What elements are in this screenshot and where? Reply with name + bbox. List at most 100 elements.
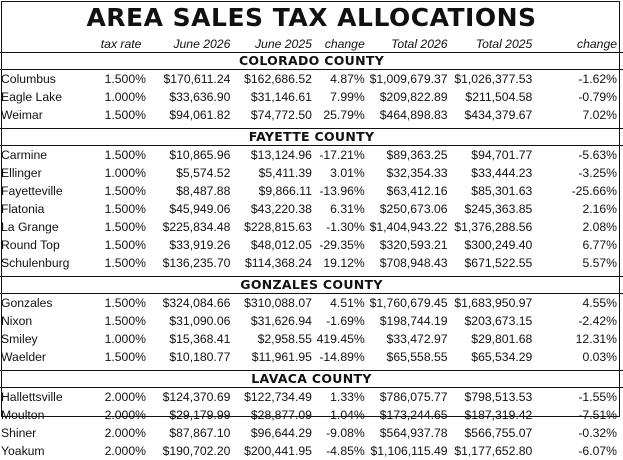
cell-change: 1.04%	[312, 406, 365, 424]
cell-change: 1.33%	[312, 388, 365, 407]
cell-total-2026: $1,009,679.37	[365, 70, 448, 89]
cell-june-2025: $43,220.38	[230, 200, 312, 218]
cell-city: Columbus	[0, 70, 90, 89]
cell-june-2026: $10,180.77	[146, 348, 230, 366]
cell-june-2026: $225,834.48	[146, 218, 230, 236]
cell-june-2025: $200,441.95	[230, 442, 312, 460]
cell-change: -13.96%	[312, 182, 365, 200]
cell-total-change: -6.07%	[532, 442, 623, 460]
cell-june-2025: $310,088.07	[230, 294, 312, 313]
cell-total-change: 2.08%	[532, 218, 623, 236]
cell-tax-rate: 1.000%	[90, 330, 146, 348]
page-title: AREA SALES TAX ALLOCATIONS	[0, 3, 623, 33]
cell-total-change: 2.16%	[532, 200, 623, 218]
cell-june-2025: $31,626.94	[230, 312, 312, 330]
cell-june-2025: $122,734.49	[230, 388, 312, 407]
cell-june-2025: $74,772.50	[230, 106, 312, 124]
cell-total-2026: $1,106,115.49	[365, 442, 448, 460]
cell-change: -29.35%	[312, 236, 365, 254]
cell-total-2025: $65,534.29	[448, 348, 533, 366]
sales-tax-table: tax rate June 2026 June 2025 change Tota…	[0, 36, 623, 460]
cell-june-2026: $324,084.66	[146, 294, 230, 313]
cell-change: 7.99%	[312, 88, 365, 106]
cell-total-2026: $63,412.16	[365, 182, 448, 200]
cell-city: Yoakum	[0, 442, 90, 460]
cell-city: Round Top	[0, 236, 90, 254]
cell-total-change: -7.51%	[532, 406, 623, 424]
cell-june-2026: $33,636.90	[146, 88, 230, 106]
cell-june-2025: $2,958.55	[230, 330, 312, 348]
cell-total-2026: $564,937.78	[365, 424, 448, 442]
cell-city: Waelder	[0, 348, 90, 366]
cell-city: Fayetteville	[0, 182, 90, 200]
cell-total-2026: $786,075.77	[365, 388, 448, 407]
cell-june-2026: $8,487.88	[146, 182, 230, 200]
county-name: GONZALES COUNTY	[0, 277, 623, 294]
cell-total-2026: $708,948.43	[365, 254, 448, 272]
cell-june-2025: $162,686.52	[230, 70, 312, 89]
cell-total-2025: $798,513.53	[448, 388, 533, 407]
cell-june-2025: $9,866.11	[230, 182, 312, 200]
cell-city: Schulenburg	[0, 254, 90, 272]
cell-june-2026: $87,867.10	[146, 424, 230, 442]
cell-total-2026: $89,363.25	[365, 146, 448, 165]
cell-june-2026: $45,949.06	[146, 200, 230, 218]
cell-total-2025: $1,683,950.97	[448, 294, 533, 313]
cell-total-2025: $1,177,652.80	[448, 442, 533, 460]
county-header-row: LAVACA COUNTY	[0, 371, 623, 388]
cell-june-2026: $31,090.06	[146, 312, 230, 330]
cell-total-change: -1.62%	[532, 70, 623, 89]
cell-total-change: -0.79%	[532, 88, 623, 106]
cell-total-2025: $434,379.67	[448, 106, 533, 124]
header-row: tax rate June 2026 June 2025 change Tota…	[0, 36, 623, 53]
cell-june-2025: $48,012.05	[230, 236, 312, 254]
cell-total-2025: $211,504.58	[448, 88, 533, 106]
cell-change: 4.51%	[312, 294, 365, 313]
cell-total-change: 4.55%	[532, 294, 623, 313]
col-header-total-2025: Total 2025	[448, 36, 533, 53]
cell-total-2025: $94,701.77	[448, 146, 533, 165]
cell-change: 419.45%	[312, 330, 365, 348]
cell-total-2025: $671,522.55	[448, 254, 533, 272]
cell-tax-rate: 2.000%	[90, 424, 146, 442]
cell-total-2025: $33,444.23	[448, 164, 533, 182]
cell-tax-rate: 1.500%	[90, 294, 146, 313]
county-header-row: FAYETTE COUNTY	[0, 129, 623, 146]
cell-change: 3.01%	[312, 164, 365, 182]
cell-city: Shiner	[0, 424, 90, 442]
cell-city: Weimar	[0, 106, 90, 124]
cell-total-change: 6.77%	[532, 236, 623, 254]
cell-tax-rate: 1.500%	[90, 182, 146, 200]
cell-june-2026: $10,865.96	[146, 146, 230, 165]
col-header-city	[0, 36, 90, 53]
cell-city: Ellinger	[0, 164, 90, 182]
cell-total-2026: $173,244.65	[365, 406, 448, 424]
cell-city: Eagle Lake	[0, 88, 90, 106]
cell-city: Nixon	[0, 312, 90, 330]
cell-change: -17.21%	[312, 146, 365, 165]
cell-june-2026: $124,370.69	[146, 388, 230, 407]
county-header-row: GONZALES COUNTY	[0, 277, 623, 294]
cell-total-2025: $1,376,288.56	[448, 218, 533, 236]
cell-june-2025: $114,368.24	[230, 254, 312, 272]
cell-june-2025: $13,124.96	[230, 146, 312, 165]
cell-tax-rate: 2.000%	[90, 388, 146, 407]
cell-tax-rate: 1.500%	[90, 70, 146, 89]
cell-total-2026: $1,404,943.22	[365, 218, 448, 236]
cell-june-2025: $5,411.39	[230, 164, 312, 182]
cell-tax-rate: 1.500%	[90, 312, 146, 330]
col-header-total-change: change	[532, 36, 623, 53]
